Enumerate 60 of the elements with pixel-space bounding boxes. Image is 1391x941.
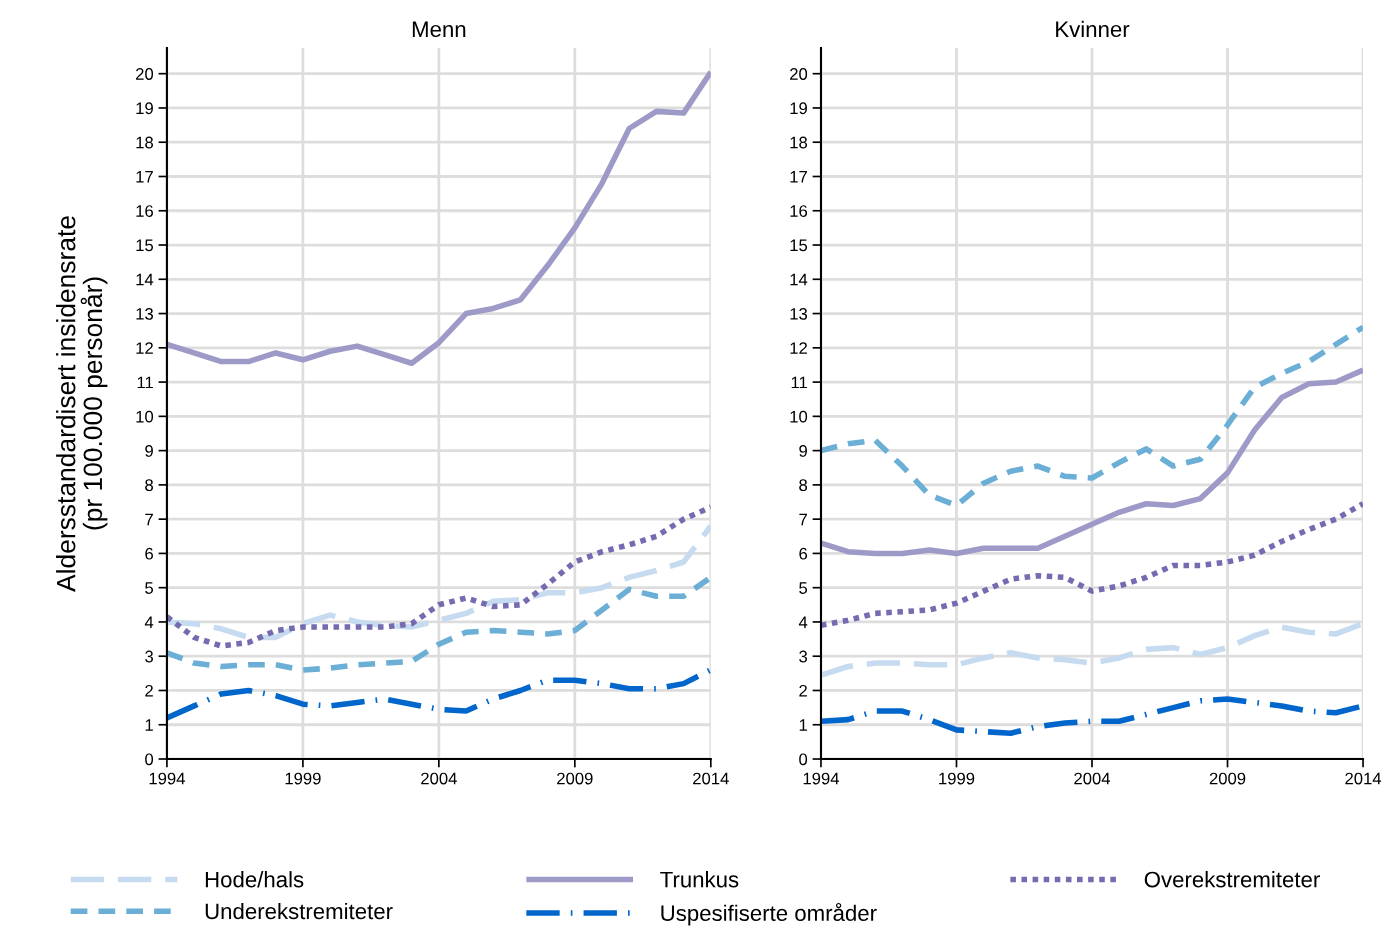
y-tick-label: 9 xyxy=(799,445,807,457)
y-tick-label: 15 xyxy=(136,239,154,252)
y-tick-label: 15 xyxy=(790,239,808,252)
y-tick-label: 19 xyxy=(136,102,153,115)
chart-title: Menn xyxy=(412,21,466,38)
y-tick-label: 13 xyxy=(136,307,153,320)
y-tick-label: 0 xyxy=(799,753,808,766)
x-tick-label: 2009 xyxy=(557,772,593,785)
x-tick-label: 1999 xyxy=(939,772,975,785)
x-tick-label: 2014 xyxy=(693,772,729,785)
y-tick-label: 13 xyxy=(790,307,808,320)
y-tick-label: 3 xyxy=(145,650,153,663)
x-tick-label: 2009 xyxy=(1209,772,1246,785)
y-tick-label: 4 xyxy=(798,616,808,628)
y-axis-title: Aldersstandardisert insidensrate (pr 100.000 personår) xyxy=(56,216,108,592)
y-tick-label: 10 xyxy=(136,410,154,423)
y-tick-label: 12 xyxy=(136,342,153,354)
y-tick-label: 4 xyxy=(144,616,154,628)
y-tick-label: 9 xyxy=(145,445,153,457)
y-tick-label: 3 xyxy=(799,650,808,663)
y-tick-label: 7 xyxy=(145,513,153,526)
y-tick-label: 18 xyxy=(136,136,153,149)
y-tick-label: 8 xyxy=(145,479,153,492)
x-tick-label: 1994 xyxy=(149,772,185,785)
y-tick-label: 19 xyxy=(790,102,807,115)
x-tick-label: 2014 xyxy=(1345,772,1382,785)
x-tick-label: 1999 xyxy=(285,772,321,785)
y-tick-label: 5 xyxy=(799,582,808,594)
y-tick-label: 11 xyxy=(791,376,807,389)
y-tick-label: 17 xyxy=(136,171,153,183)
y-tick-label: 10 xyxy=(790,410,808,423)
y-tick-label: 8 xyxy=(799,479,808,492)
y-tick-label: 1 xyxy=(145,719,153,731)
y-tick-label: 2 xyxy=(799,684,807,697)
legend-label: Uspesifiserte områder xyxy=(661,902,877,926)
y-tick-label: 0 xyxy=(145,753,154,766)
y-tick-label: 18 xyxy=(790,136,808,149)
chart-title: Kvinner xyxy=(1056,20,1130,38)
legend-label: Underekstremiteter xyxy=(205,902,393,920)
y-tick-label: 11 xyxy=(137,376,153,389)
y-tick-label: 16 xyxy=(790,205,808,217)
y-tick-label: 20 xyxy=(136,68,154,80)
y-tick-label: 7 xyxy=(799,513,807,526)
y-tick-label: 14 xyxy=(790,273,808,286)
legend-label: Trunkus xyxy=(660,871,739,888)
y-tick-label: 6 xyxy=(799,547,808,560)
y-tick-label: 12 xyxy=(790,342,807,354)
y-tick-label: 20 xyxy=(790,68,808,80)
y-tick-label: 14 xyxy=(136,273,154,286)
x-tick-label: 2004 xyxy=(421,772,457,785)
y-tick-label: 5 xyxy=(145,582,154,594)
legend-label: Hode/hals xyxy=(205,871,304,888)
y-tick-label: 1 xyxy=(799,719,807,731)
y-tick-label: 6 xyxy=(145,547,153,560)
legend-label: Overekstremiteter xyxy=(1144,871,1320,888)
y-tick-label: 16 xyxy=(136,205,153,217)
y-tick-label: 17 xyxy=(790,171,807,183)
x-tick-label: 2004 xyxy=(1074,772,1111,785)
x-tick-label: 1994 xyxy=(803,772,840,785)
y-tick-label: 2 xyxy=(145,684,153,697)
